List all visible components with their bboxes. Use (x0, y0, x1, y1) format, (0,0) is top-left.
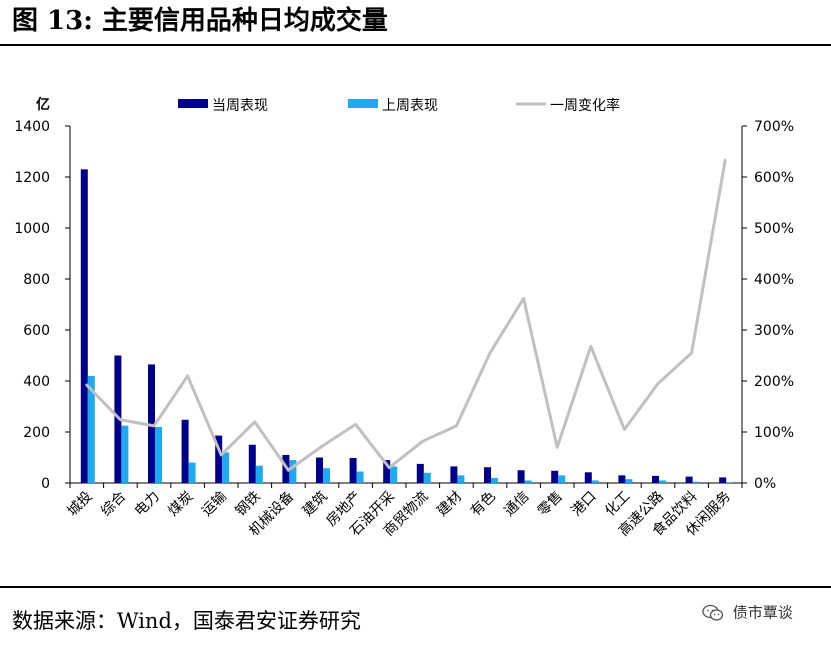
y-tick-label-left: 400 (23, 374, 50, 390)
legend-label: 当周表现 (212, 98, 268, 114)
bar-previous-week (155, 426, 162, 483)
footer-divider (0, 586, 831, 588)
bar-current-week (416, 463, 424, 483)
bar-previous-week (491, 477, 498, 483)
bar-current-week (316, 457, 323, 483)
bar-current-week (584, 472, 592, 483)
y-tick-label-left: 600 (23, 323, 50, 339)
bar-current-week (652, 475, 659, 483)
bar-previous-week (390, 466, 398, 483)
bar-previous-week (558, 475, 566, 483)
bar-current-week (215, 435, 223, 483)
bar-current-week (484, 467, 491, 483)
y-tick-label-right: 500% (754, 221, 794, 237)
bar-current-week (80, 169, 88, 483)
y-tick-label-right: 300% (754, 323, 794, 339)
bar-previous-week (87, 375, 95, 483)
y-tick-label-right: 0% (754, 476, 776, 492)
x-tick-label: 有色 (467, 488, 499, 520)
x-tick-label: 综合 (98, 489, 129, 520)
series-line-weekly-change (85, 158, 727, 472)
y-tick-label-right: 200% (754, 374, 794, 390)
watermark: 债市覃谈 (702, 598, 793, 626)
bar-current-week (450, 466, 458, 483)
x-tick-label: 煤炭 (165, 489, 196, 520)
bar-previous-week (121, 425, 129, 483)
x-tick-label: 港口 (569, 489, 600, 520)
bar-previous-week (289, 460, 297, 483)
legend-swatch-previous-week (348, 99, 378, 108)
watermark-label: 债市覃谈 (732, 603, 793, 622)
bar-previous-week (524, 480, 532, 483)
bar-previous-week (659, 480, 666, 483)
bar-current-week (517, 470, 525, 483)
bar-previous-week (222, 452, 230, 483)
bar-current-week (349, 458, 357, 483)
bar-previous-week (457, 475, 465, 483)
y-tick-label-left: 1000 (14, 221, 50, 237)
x-tick-label: 零售 (535, 489, 566, 520)
bar-previous-week (726, 482, 734, 483)
bar-previous-week (692, 481, 700, 483)
bar-previous-week (356, 471, 364, 483)
x-tick-label: 建材 (434, 489, 465, 520)
legend-label: 上周表现 (382, 98, 438, 114)
wechat-icon (702, 604, 724, 621)
y-unit-label: 亿 (36, 96, 50, 113)
y-tick-label-left: 1200 (14, 170, 50, 186)
y-tick-label-left: 0 (41, 476, 50, 492)
y-tick-label-right: 100% (754, 425, 794, 441)
bar-current-week (148, 364, 155, 483)
bar-previous-week (255, 465, 263, 483)
figure-title: 图 13: 主要信用品种日均成交量 (12, 6, 388, 36)
title-divider (0, 44, 831, 46)
y-tick-label-left: 800 (23, 272, 50, 288)
bar-current-week (719, 477, 727, 483)
x-tick-label: 电力 (132, 489, 163, 520)
bar-previous-week (188, 462, 196, 483)
x-tick-label: 城投 (65, 489, 96, 520)
y-tick-label-right: 400% (754, 272, 794, 288)
chart: 0 200 400 600 800 1000 1200 1400 0% 100% 200% 300% 4… (14, 96, 794, 539)
bar-current-week (248, 444, 256, 483)
bar-previous-week (591, 480, 599, 483)
bar-current-week (618, 475, 626, 483)
bar-previous-week (423, 472, 431, 483)
x-tick-label: 通信 (501, 489, 532, 520)
legend-swatch-current-week (178, 99, 208, 108)
bar-current-week (551, 470, 559, 483)
y-tick-label-right: 700% (754, 119, 794, 135)
bar-current-week (383, 460, 391, 483)
source-note: 数据来源：Wind，国泰君安证券研究 (12, 609, 361, 633)
legend-label: 一周变化率 (550, 97, 620, 114)
y-tick-label-right: 600% (754, 170, 794, 186)
x-tick-label: 运输 (199, 489, 230, 520)
bar-current-week (181, 419, 189, 483)
y-tick-label-left: 1400 (14, 119, 50, 135)
bar-previous-week (625, 479, 633, 483)
bar-current-week (685, 476, 693, 483)
bar-previous-week (323, 468, 330, 483)
y-tick-label-left: 200 (23, 425, 50, 441)
